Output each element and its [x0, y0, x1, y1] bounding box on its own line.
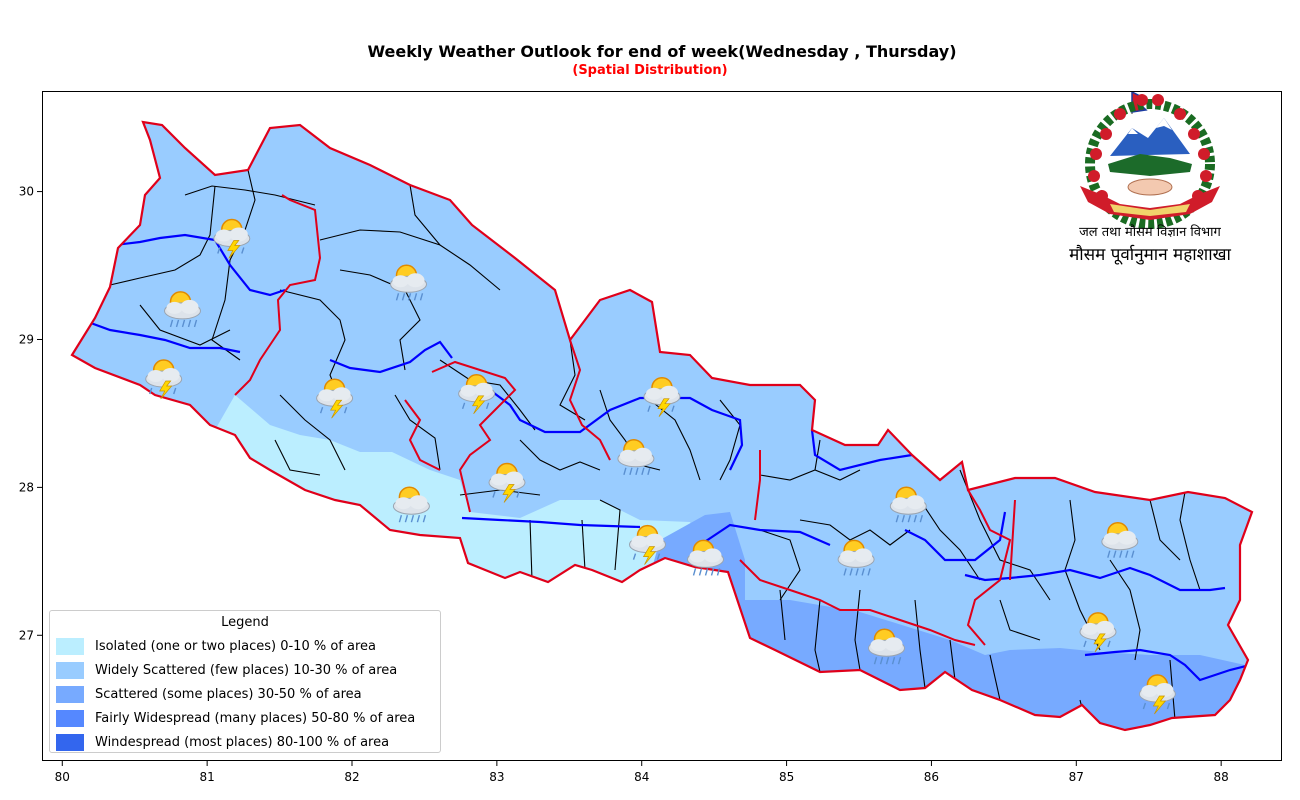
legend-label: Isolated (one or two places) 0-10 % of a…: [95, 638, 376, 654]
legend-label: Fairly Widespread (many places) 50-80 % …: [95, 710, 416, 726]
legend-swatch: [56, 733, 84, 751]
y-tick-label: 27: [19, 628, 34, 642]
y-tick-label: 30: [19, 185, 34, 199]
government-emblem: [1040, 90, 1260, 272]
map-title: Weekly Weather Outlook for end of week(W…: [367, 42, 957, 61]
legend-item-scattered: Scattered (some places) 30-50 % of area: [50, 682, 440, 706]
legend-swatch: [56, 709, 84, 727]
nepal-map-icon: [1108, 154, 1192, 176]
x-tick-label: 88: [1214, 770, 1229, 784]
x-tick-label: 86: [924, 770, 939, 784]
legend: Legend Isolated (one or two places) 0-10…: [49, 610, 441, 753]
legend-swatch: [56, 685, 84, 703]
map-subtitle: (Spatial Distribution): [572, 63, 728, 78]
legend-swatch: [56, 637, 84, 655]
x-tick-label: 85: [779, 770, 794, 784]
x-tick-label: 80: [55, 770, 70, 784]
x-tick-label: 81: [199, 770, 214, 784]
y-tick-label: 28: [19, 480, 34, 494]
legend-label: Widely Scattered (few places) 10-30 % of…: [95, 662, 398, 678]
division-name: मौसम पूर्वानुमान महाशाखा: [1069, 245, 1231, 265]
legend-swatch: [56, 661, 84, 679]
x-tick-label: 84: [634, 770, 649, 784]
department-header: जल तथा मौसम विज्ञान विभाग मौसम पूर्वानुम…: [1040, 222, 1260, 265]
department-name: जल तथा मौसम विज्ञान विभाग: [1079, 225, 1221, 240]
legend-label: Scattered (some places) 30-50 % of area: [95, 686, 362, 702]
x-tick-label: 87: [1069, 770, 1084, 784]
legend-item-isolated: Isolated (one or two places) 0-10 % of a…: [50, 634, 440, 658]
x-tick-label: 83: [489, 770, 504, 784]
x-tick-label: 82: [344, 770, 359, 784]
legend-label: Windespread (most places) 80-100 % of ar…: [95, 734, 390, 750]
mount-everest-icon: [1110, 118, 1190, 156]
legend-item-widely-scattered: Widely Scattered (few places) 10-30 % of…: [50, 658, 440, 682]
legend-title: Legend: [221, 615, 269, 630]
legend-item-fairly-widespread: Fairly Widespread (many places) 50-80 % …: [50, 706, 440, 730]
legend-item-widespread: Windespread (most places) 80-100 % of ar…: [50, 730, 440, 754]
handshake-icon: [1127, 178, 1173, 196]
y-tick-label: 29: [19, 332, 34, 346]
banner-ribbon-icon: [1080, 186, 1220, 220]
